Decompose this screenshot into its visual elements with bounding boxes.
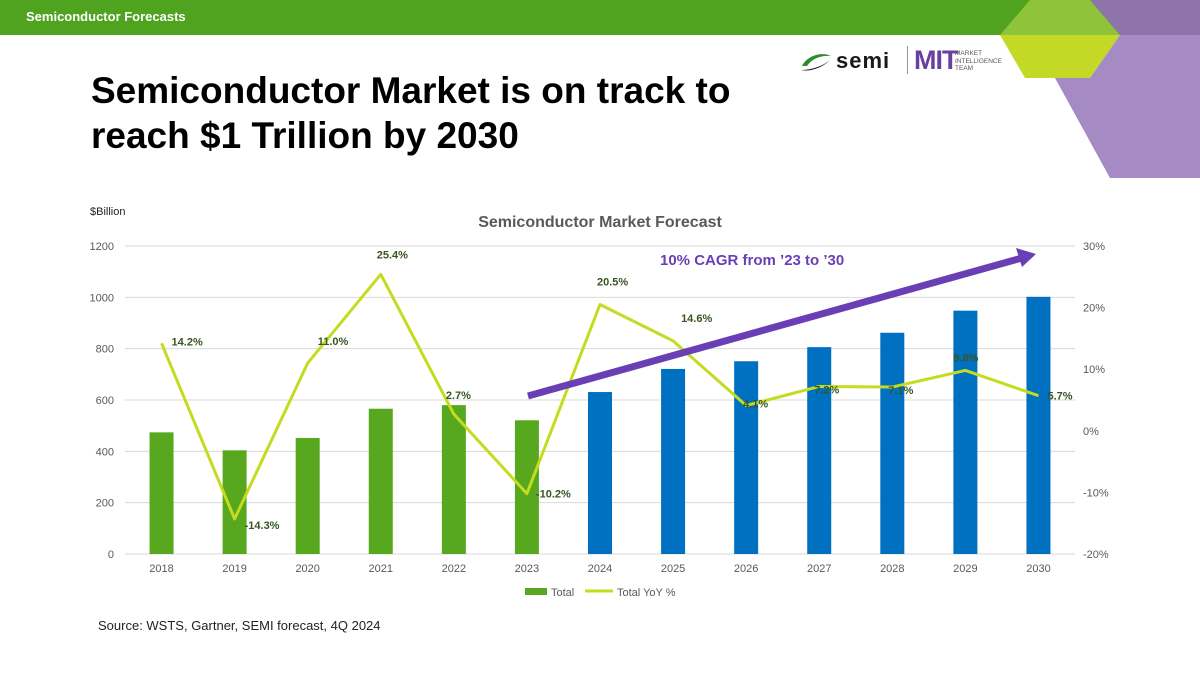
x-tick-label: 2029 — [953, 563, 977, 575]
mit-team-label: MARKET INTELLIGENCE TEAM — [955, 50, 1002, 72]
header-bar: Semiconductor Forecasts — [0, 0, 1200, 35]
chart-title: Semiconductor Market Forecast — [478, 214, 722, 231]
page-title: Semiconductor Market is on track to reac… — [91, 70, 731, 156]
y2-tick-label: 20% — [1083, 303, 1105, 315]
logo-divider — [907, 46, 908, 74]
y-tick-label: 0 — [108, 549, 114, 561]
y-axis-label: $Billion — [90, 206, 125, 218]
bar-2026 — [734, 361, 759, 554]
deco-purple-bottom — [1055, 78, 1200, 178]
bar-2029 — [953, 310, 978, 554]
x-tick-label: 2020 — [295, 563, 319, 575]
x-tick-label: 2030 — [1026, 563, 1050, 575]
cagr-annotation: 10% CAGR from ’23 to ’30 — [660, 252, 844, 269]
yoy-data-label: 4.1% — [743, 399, 768, 411]
y2-tick-label: 0% — [1083, 426, 1099, 438]
x-tick-label: 2022 — [442, 563, 466, 575]
x-tick-label: 2019 — [222, 563, 246, 575]
x-tick-label: 2024 — [588, 563, 612, 575]
y-tick-label: 600 — [96, 395, 114, 407]
bar-2025 — [661, 368, 686, 554]
y-tick-label: 1200 — [90, 241, 114, 253]
legend-total-swatch — [525, 588, 547, 595]
y2-tick-label: -10% — [1083, 487, 1109, 499]
logo-area: semi MIT MARKET INTELLIGENCE TEAM — [798, 44, 1018, 78]
bar-2020 — [295, 437, 320, 554]
bar-2028 — [880, 332, 905, 554]
yoy-data-label: -10.2% — [536, 489, 571, 501]
y2-tick-label: 10% — [1083, 364, 1105, 376]
legend-yoy-label: Total YoY % — [617, 587, 676, 599]
y2-tick-label: 30% — [1083, 241, 1105, 253]
yoy-data-label: 25.4% — [377, 249, 408, 261]
yoy-data-label: 7.1% — [888, 385, 913, 397]
x-tick-label: 2026 — [734, 563, 758, 575]
cagr-arrow-head — [1016, 248, 1036, 267]
deco-purple-mid — [1090, 35, 1200, 78]
y-tick-label: 200 — [96, 498, 114, 510]
forecast-chart: $Billion Semiconductor Market Forecast 0 20… — [90, 206, 1109, 599]
deco-lime-mid — [1000, 35, 1120, 78]
mit-logo: MIT — [914, 45, 958, 75]
yoy-data-label: 11.0% — [318, 336, 349, 348]
bar-2027 — [807, 347, 832, 554]
legend-total-label: Total — [551, 587, 574, 599]
y-tick-label: 400 — [96, 446, 114, 458]
cagr-arrow-shaft — [527, 254, 1023, 400]
x-tick-label: 2023 — [515, 563, 539, 575]
x-tick-label: 2028 — [880, 563, 904, 575]
x-tick-label: 2018 — [149, 563, 173, 575]
source-note: Source: WSTS, Gartner, SEMI forecast, 4Q… — [98, 618, 381, 633]
bar-2030 — [1026, 296, 1051, 554]
section-label: Semiconductor Forecasts — [26, 9, 186, 24]
bar-2022 — [441, 405, 466, 554]
x-tick-label: 2021 — [369, 563, 393, 575]
yoy-data-label: 9.8% — [953, 352, 978, 364]
x-tick-label: 2025 — [661, 563, 685, 575]
bar-2023 — [514, 420, 539, 554]
yoy-data-label: 7.2% — [814, 384, 839, 396]
x-tick-label: 2027 — [807, 563, 831, 575]
yoy-data-label: 14.6% — [681, 313, 712, 325]
yoy-data-label: 14.2% — [172, 336, 203, 348]
y-tick-label: 1000 — [90, 292, 114, 304]
yoy-line — [160, 272, 1039, 521]
bar-2024 — [588, 392, 612, 554]
yoy-data-label: 20.5% — [597, 277, 628, 289]
semi-swoosh-icon — [801, 54, 831, 71]
y-tick-label: 800 — [96, 344, 114, 356]
yoy-data-label: 5.7% — [1047, 391, 1072, 403]
semi-logo: semi — [836, 48, 891, 73]
y2-tick-label: -20% — [1083, 549, 1109, 561]
bar-2018 — [149, 432, 174, 554]
bar-2021 — [368, 408, 393, 554]
yoy-data-label: -14.3% — [245, 520, 280, 532]
yoy-data-label: 2.7% — [446, 390, 471, 402]
